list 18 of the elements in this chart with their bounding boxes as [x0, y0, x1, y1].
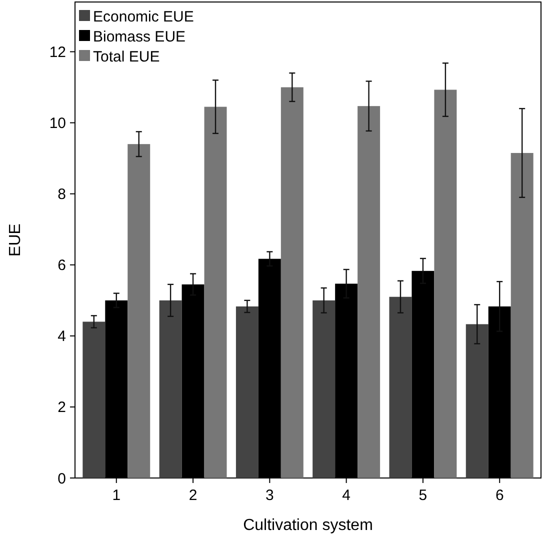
y-tick-label: 0 — [58, 470, 66, 488]
x-tick-label: 5 — [418, 487, 428, 504]
x-tick-label: 1 — [112, 487, 121, 504]
y-tick-label: 8 — [58, 186, 66, 204]
x-axis-title: Cultivation system — [243, 517, 373, 534]
y-tick-label: 4 — [58, 328, 66, 346]
y-tick-label: 10 — [49, 115, 66, 132]
x-tick-label: 2 — [188, 487, 198, 504]
x-tick-label: 3 — [266, 487, 274, 504]
y-tick-label: 6 — [58, 257, 66, 274]
y-tick-label: 2 — [58, 399, 66, 416]
x-tick-label: 4 — [342, 487, 350, 504]
legend-label: Total EUE — [93, 48, 160, 66]
legend-label: Economic EUE — [93, 8, 194, 26]
y-axis-title: EUE — [7, 224, 24, 256]
y-tick-label: 12 — [49, 44, 66, 61]
legend-label: Biomass EUE — [93, 28, 186, 46]
x-tick-label: 6 — [495, 487, 504, 504]
